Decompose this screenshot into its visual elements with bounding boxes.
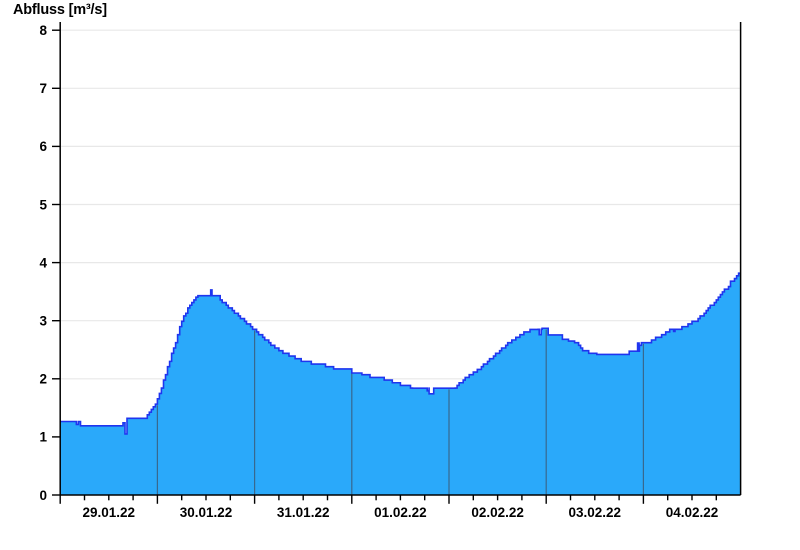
svg-text:6: 6 [39,139,47,154]
svg-text:1: 1 [39,430,47,445]
svg-text:8: 8 [39,23,47,38]
svg-text:7: 7 [39,81,47,96]
svg-text:Abfluss [m³/s]: Abfluss [m³/s] [13,2,107,18]
svg-text:5: 5 [39,197,47,212]
svg-text:01.02.22: 01.02.22 [374,505,427,520]
svg-text:0: 0 [39,488,47,503]
svg-text:3: 3 [39,314,47,329]
svg-text:02.02.22: 02.02.22 [471,505,524,520]
svg-text:2: 2 [39,372,47,387]
svg-text:31.01.22: 31.01.22 [277,505,330,520]
svg-text:03.02.22: 03.02.22 [569,505,622,520]
svg-text:29.01.22: 29.01.22 [83,505,136,520]
svg-text:4: 4 [39,255,47,270]
svg-text:30.01.22: 30.01.22 [180,505,233,520]
svg-text:04.02.22: 04.02.22 [666,505,719,520]
